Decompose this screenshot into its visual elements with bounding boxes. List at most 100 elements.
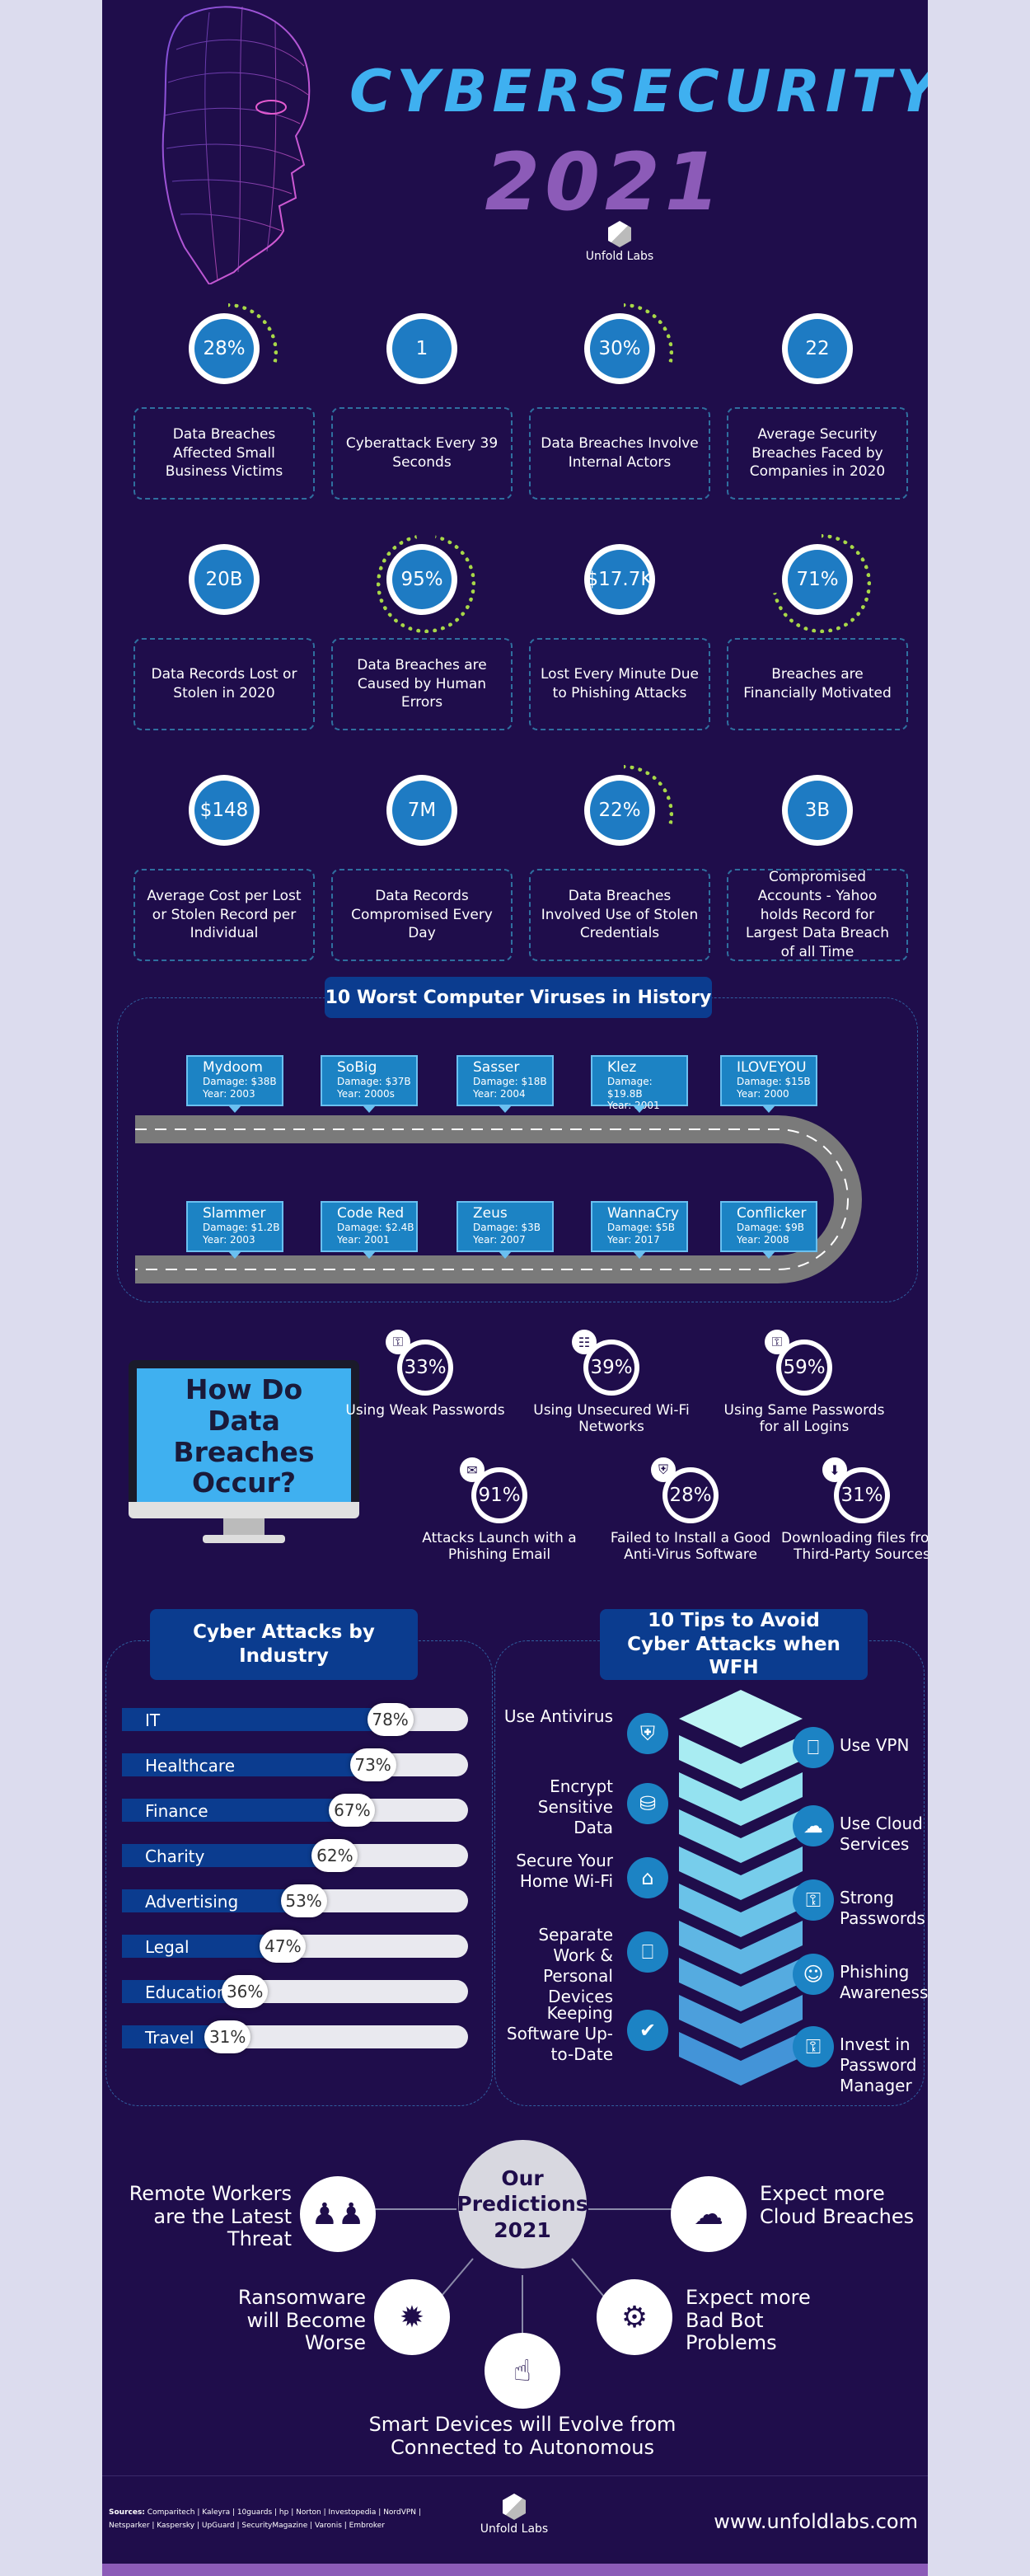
stat-value: 30% [590,319,649,378]
industry-name: Legal [145,1937,190,1957]
prediction-bad-bots: Expect more Bad Bot Problems [686,2286,811,2355]
stat-circle: 28% [189,313,260,384]
footer-url[interactable]: www.unfoldlabs.com [714,2510,918,2533]
virus-card: Mydoom Damage: $38B Year: 2003 [186,1055,283,1113]
stat-label: Data Breaches Affected Small Business Vi… [133,407,315,500]
tips-title: 10 Tips to Avoid Cyber Attacks when WFH [600,1609,868,1680]
stat-label: Compromised Accounts - Yahoo holds Recor… [727,869,908,961]
breach-stat: 33% Using Weak Passwords ⚿ [343,1330,508,1419]
stat-label: Data Breaches are Caused by Human Errors [331,638,513,730]
virus-year: Year: 2007 [473,1233,526,1246]
virus-name: Zeus [473,1205,508,1222]
industry-bar: Legal 47% [122,1930,468,1963]
breach-circle: 31% [834,1467,890,1523]
cube-logo-icon [608,221,631,247]
stat-label: Cyberattack Every 39 Seconds [331,407,513,500]
prediction-cloud-breaches: Expect more Cloud Breaches [760,2182,915,2228]
monitor-screen: How Do Data Breaches Occur? [129,1360,359,1513]
virus-damage: Damage: $15B [737,1076,811,1088]
virus-card: Zeus Damage: $3B Year: 2007 [456,1201,554,1259]
breach-label: Failed to Install a Good Anti-Virus Soft… [610,1530,771,1564]
bar-fill [122,1935,285,1958]
key-icon: ⚿ [793,1879,834,1921]
breach-label: Using Weak Passwords [345,1402,505,1419]
breach-circle: 28% [662,1467,719,1523]
prediction-smart-devices: Smart Devices will Evolve from Connected… [368,2413,677,2459]
virus-name: WannaCry [607,1205,680,1222]
stat-value: $148 [194,781,254,840]
virus-damage: Damage: $3B [473,1222,541,1234]
sources-line2: Netsparker | Kaspersky | UpGuard | Secur… [109,2522,385,2531]
stat-label: Average Cost per Lost or Stolen Record p… [133,869,315,961]
stat-value: 7M [392,781,452,840]
stat-circle: 22% [584,775,655,846]
bar-fill [122,1753,375,1776]
virus-card: Code Red Damage: $2.4B Year: 2001 [321,1201,418,1259]
virus-year: Year: 2000 [737,1087,789,1100]
virus-name: Sasser [473,1059,520,1076]
industry-name: Healthcare [145,1756,236,1776]
virus-year: Year: 2008 [737,1233,789,1246]
lock-icon: ⚿ [765,1330,789,1354]
robot-icon: ⚙ [597,2279,672,2355]
breach-label: Using Same Passwords for all Logins [723,1402,885,1436]
phishing-icon: ✉ [460,1457,485,1482]
industry-bar: Education 36% [122,1975,468,2008]
stat-item: 7M Data Records Compromised Every Day [331,775,513,961]
key-icon: ⚿ [386,1330,410,1354]
stat-circle: 95% [386,544,457,615]
virus-damage: Damage: $38B [203,1076,277,1088]
lock-icon: ⚿ [793,2026,834,2067]
industry-bar: Charity 62% [122,1839,468,1872]
breach-stat: 31% Downloading files from Third-Party So… [780,1457,928,1564]
stat-item: $148 Average Cost per Lost or Stolen Reco… [133,775,315,961]
checkmark-icon: ✔ [627,2010,668,2051]
stat-circle: 7M [386,775,457,846]
stat-value: 20B [194,550,254,609]
virus-name: Code Red [337,1205,405,1222]
breach-label: Downloading files from Third-Party Sourc… [781,1530,928,1564]
devices-icon: ⎕ [627,1931,668,1973]
industry-bar: Healthcare 73% [122,1748,468,1781]
viruses-title: 10 Worst Computer Viruses in History [325,977,712,1018]
home-wifi-icon: ⌂ [627,1857,668,1898]
virus-year: Year: 2003 [203,1233,255,1246]
industry-value: 73% [349,1748,396,1781]
wifi-icon: ☷ [572,1330,597,1354]
virus-card: WannaCry Damage: $5B Year: 2017 [591,1201,688,1259]
virus-card: Klez Damage: $19.8B Year: 2001 [591,1055,688,1113]
industry-bar: Travel 31% [122,2020,468,2053]
virus-card: SoBig Damage: $37B Year: 2000s [321,1055,418,1113]
sources-label: Sources: [109,2508,145,2517]
stat-label: Data Breaches Involved Use of Stolen Cre… [529,869,710,961]
tip-right: Phishing Awareness [840,1962,928,2002]
virus-year: Year: 2001 [337,1233,390,1246]
database-icon: ⛁ [627,1783,668,1824]
bar-fill [122,1799,354,1822]
industry-value: 47% [260,1930,307,1963]
stat-item: 95% Data Breaches are Caused by Human Err… [331,544,513,730]
logo-text: Unfold Labs [585,250,654,263]
stat-circle: 1 [386,313,457,384]
virus-damage: Damage: $2.4B [337,1222,414,1234]
breach-label: Attacks Launch with a Phishing Email [422,1530,577,1564]
industry-title: Cyber Attacks by Industry [150,1609,418,1680]
industry-name: Charity [145,1846,205,1866]
tip-right: Invest in Password Manager [840,2034,917,2095]
stat-value: 28% [194,319,254,378]
industry-name: IT [145,1710,161,1730]
virus-shield-icon: ✹ [374,2279,450,2355]
virus-damage: Damage: $5B [607,1222,675,1234]
cloud-icon: ☁ [793,1805,834,1846]
industry-value: 67% [329,1794,376,1827]
footer-bar [102,2564,928,2576]
unfold-labs-logo: Unfold Labs [583,221,657,287]
footer-sources: Sources: Comparitech | Kaleyra | 10guard… [109,2506,455,2532]
stat-item: 3B Compromised Accounts - Yahoo holds Rec… [727,775,908,961]
industry-bar: Advertising 53% [122,1884,468,1917]
breach-circle: 91% [471,1467,527,1523]
stat-value: 3B [788,781,847,840]
virus-damage: Damage: $37B [337,1076,411,1088]
footer-logo-text: Unfold Labs [480,2522,549,2536]
virus-damage: Damage: $1.2B [203,1222,280,1234]
